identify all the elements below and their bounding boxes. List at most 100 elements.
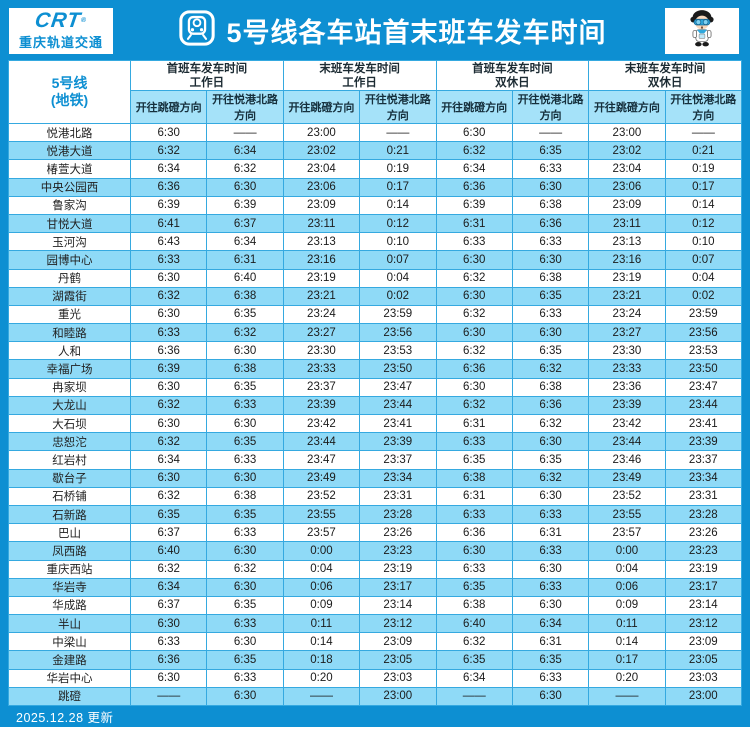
time-cell: 23:24 (588, 304, 666, 325)
table-row: 金建路 6:36 6:35 0:18 23:05 6:35 6:35 0:17 23:05 (8, 650, 743, 670)
time-cell: 23:23 (359, 541, 437, 561)
time-cell: 23:19 (664, 559, 743, 579)
time-cell: 6:32 (129, 486, 208, 506)
time-cell: 0:17 (359, 177, 437, 197)
time-cell: 0:10 (359, 232, 437, 252)
time-cell: 23:14 (664, 595, 743, 616)
table-row: 玉河沟 6:43 6:34 23:13 0:10 6:33 6:33 23:13 0:10 (8, 232, 743, 252)
time-cell: 6:34 (129, 577, 208, 597)
time-cell: 6:30 (435, 323, 513, 343)
station-name-cell: 湖霞街 (8, 286, 131, 306)
time-cell: 23:52 (282, 486, 361, 506)
crt-logo-company: 重庆轨道交通 (18, 35, 103, 50)
time-cell: 6:30 (206, 341, 284, 361)
time-cell: 6:37 (206, 213, 284, 234)
time-cell: 6:32 (511, 468, 590, 488)
time-cell: 6:31 (206, 250, 284, 270)
time-cell: 6:30 (511, 323, 590, 343)
time-cell: 0:04 (588, 559, 666, 579)
time-cell: 6:30 (129, 468, 208, 488)
table-row: 忠恕沱 6:32 6:35 23:44 23:39 6:33 6:30 23:44 23:39 (8, 432, 743, 452)
time-cell: 0:04 (282, 559, 361, 579)
time-cell: 0:06 (588, 577, 666, 597)
time-cell: 6:30 (129, 377, 208, 397)
time-cell: 6:30 (435, 122, 513, 143)
time-cell: 23:44 (664, 395, 743, 416)
time-cell: 23:41 (359, 413, 437, 434)
table-row: 石桥铺 6:32 6:38 23:52 23:31 6:31 6:30 23:52 23:31 (8, 486, 743, 506)
table-row: 半山 6:30 6:33 0:11 23:12 6:40 6:34 0:11 23:12 (8, 614, 743, 634)
time-cell: 23:37 (359, 450, 437, 470)
time-cell: 6:32 (129, 559, 208, 579)
station-name-cell: 歇台子 (8, 468, 131, 488)
time-cell: 6:34 (435, 159, 513, 179)
time-cell: 23:26 (359, 523, 437, 543)
time-cell: 23:50 (359, 359, 437, 379)
time-cell: 6:38 (511, 195, 590, 215)
time-cell: 6:33 (206, 668, 284, 688)
mascot-box (665, 8, 739, 54)
table-row: 巴山 6:37 6:33 23:57 23:26 6:36 6:31 23:57 23:26 (8, 523, 743, 543)
time-cell: 23:17 (359, 577, 437, 597)
time-cell: 6:30 (511, 559, 590, 579)
table-row: 华成路 6:37 6:35 0:09 23:14 6:38 6:30 0:09 23:14 (8, 595, 743, 616)
station-name-cell: 石桥铺 (8, 486, 131, 506)
time-cell: 6:30 (129, 122, 208, 143)
time-cell: 23:37 (282, 377, 361, 397)
time-cell: 23:09 (282, 195, 361, 215)
time-cell: 23:30 (282, 341, 361, 361)
time-cell: 6:35 (435, 450, 513, 470)
time-cell: 6:36 (435, 177, 513, 197)
table-row: 丹鹤 6:30 6:40 23:19 0:04 6:32 6:38 23:19 0:04 (8, 268, 743, 288)
time-cell: 23:42 (282, 413, 361, 434)
title-area: 5号线各车站首末班车发车时间 (130, 0, 655, 60)
time-cell: 6:30 (206, 632, 284, 652)
table-row: 悦港大道 6:32 6:34 23:02 0:21 6:32 6:35 23:02 0:21 (8, 141, 743, 161)
time-cell: 6:32 (129, 432, 208, 452)
table-row: 大龙山 6:32 6:33 23:39 23:44 6:32 6:36 23:39 23:44 (8, 395, 743, 416)
time-cell: 23:47 (359, 377, 437, 397)
time-cell: 23:42 (588, 413, 666, 434)
time-cell: 23:04 (588, 159, 666, 179)
table-row: 华岩寺 6:34 6:30 0:06 23:17 6:35 6:33 0:06 23:17 (8, 577, 743, 597)
time-cell: 23:11 (282, 213, 361, 234)
time-cell: 23:39 (588, 395, 666, 416)
time-cell: 23:34 (359, 468, 437, 488)
time-cell: 6:30 (129, 668, 208, 688)
time-cell: 23:49 (282, 468, 361, 488)
table-row: 园博中心 6:33 6:31 23:16 0:07 6:30 6:30 23:16 0:07 (8, 250, 743, 270)
time-cell: 23:39 (359, 432, 437, 452)
time-cell: 6:33 (435, 559, 513, 579)
time-cell: 6:31 (435, 213, 513, 234)
time-cell: 23:12 (359, 614, 437, 634)
table-row: 甘悦大道 6:41 6:37 23:11 0:12 6:31 6:36 23:11 0:12 (8, 213, 743, 234)
station-name-cell: 华岩中心 (8, 668, 131, 688)
direction-header-cell: 开往悦港北路方向 (511, 90, 590, 124)
time-cell: 23:24 (282, 304, 361, 325)
time-cell: 6:32 (435, 632, 513, 652)
timetable: 5号线 (地铁) 首班车发车时间 工作日 末班车发车时间 工作日 首班车发车时间 双休日 末班车… (8, 60, 743, 707)
time-cell: 6:30 (511, 250, 590, 270)
time-cell: 23:05 (664, 650, 743, 670)
time-cell: 6:37 (129, 523, 208, 543)
time-cell: 23:36 (588, 377, 666, 397)
station-name-cell: 重庆西站 (8, 559, 131, 579)
time-cell: 23:12 (664, 614, 743, 634)
time-cell: 23:44 (282, 432, 361, 452)
group-header-cell: 末班车发车时间 双休日 (588, 60, 742, 91)
time-cell: —— (588, 686, 666, 707)
time-cell: 23:39 (664, 432, 743, 452)
table-row: 石新路 6:35 6:35 23:55 23:28 6:33 6:33 23:55 23:28 (8, 504, 743, 525)
time-cell: 23:44 (588, 432, 666, 452)
time-cell: 0:02 (359, 286, 437, 306)
update-date: 2025.12.28 更新 (16, 711, 114, 725)
station-name-cell: 丹鹤 (8, 268, 131, 288)
time-cell: 6:36 (129, 177, 208, 197)
table-row: 大石坝 6:30 6:30 23:42 23:41 6:31 6:32 23:42 23:41 (8, 413, 743, 434)
time-cell: 6:33 (206, 523, 284, 543)
time-cell: 6:34 (511, 614, 590, 634)
time-cell: 0:19 (664, 159, 743, 179)
station-name-cell: 和睦路 (8, 323, 131, 343)
time-cell: 6:30 (435, 250, 513, 270)
time-cell: 23:27 (588, 323, 666, 343)
